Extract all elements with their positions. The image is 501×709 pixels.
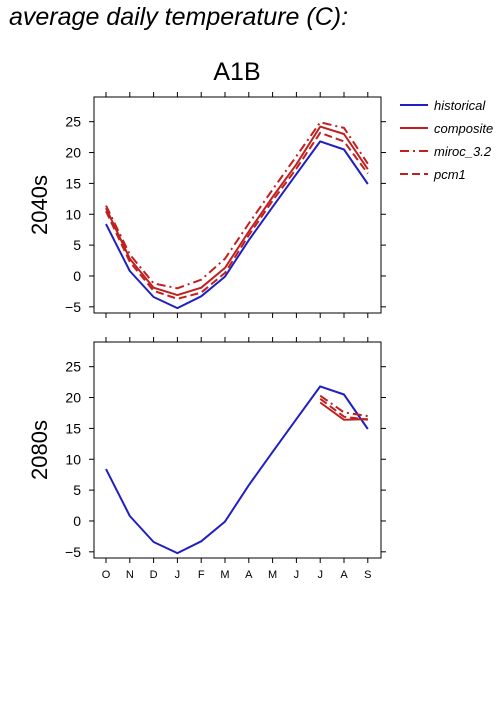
plot-frame [93, 341, 382, 559]
panel-label: 2040s [27, 175, 52, 235]
x-tick-label: S [364, 569, 371, 581]
chart-title: A1B [213, 58, 260, 86]
y-tick-label: 20 [65, 145, 81, 161]
panel-2080s: −5 0 5 10 15 20 25 2080s [27, 337, 386, 563]
x-tick-label: N [126, 569, 134, 581]
x-tick-label: A [245, 569, 253, 581]
x-tick-label: O [102, 569, 111, 581]
series-line-composite [319, 401, 368, 421]
y-tick-label: −5 [65, 544, 81, 560]
x-tick-label: M [268, 569, 277, 581]
x-tick-label: F [198, 569, 205, 581]
y-tick-label: 10 [65, 206, 81, 222]
series-line-historical [105, 385, 369, 555]
y-tick-label: −5 [65, 299, 81, 315]
x-tick-label: A [340, 569, 348, 581]
x-tick-label: J [175, 569, 181, 581]
series-line-pcm1 [319, 398, 368, 421]
y-tick-label: 5 [73, 482, 81, 498]
panels-layer: −5 0 5 10 15 20 25 2040s −5 0 5 10 15 20 25 2080s O N D J F M… [27, 92, 386, 581]
y-tick-label: 15 [65, 175, 81, 191]
page-title: average daily temperature (C): [9, 3, 349, 31]
series-line-historical [105, 140, 369, 310]
y-tick-label: 0 [73, 268, 81, 284]
series-line-miroc-3-2 [319, 394, 368, 418]
x-tick-label: D [150, 569, 158, 581]
series-line-miroc-3-2 [105, 121, 369, 290]
y-tick-label: 10 [65, 451, 81, 467]
legend: historical composite miroc_3.2 pcm1 [400, 98, 493, 182]
plot-frame [93, 96, 382, 314]
legend-label: miroc_3.2 [434, 144, 492, 159]
y-tick-label: 25 [65, 359, 81, 375]
y-tick-label: 15 [65, 420, 81, 436]
panel-label: 2080s [27, 420, 52, 480]
series-line-composite [105, 125, 369, 297]
y-tick-label: 20 [65, 390, 81, 406]
y-tick-label: 5 [73, 237, 81, 253]
y-tick-label: 0 [73, 513, 81, 529]
y-tick-label: 25 [65, 114, 81, 130]
panel-2040s: −5 0 5 10 15 20 25 2040s [27, 92, 386, 318]
legend-label: composite [434, 121, 493, 136]
x-tick-label: J [294, 569, 300, 581]
x-tick-label: J [317, 569, 323, 581]
x-tick-label: M [220, 569, 229, 581]
legend-label: historical [434, 98, 486, 113]
legend-label: pcm1 [433, 167, 466, 182]
series-line-pcm1 [105, 131, 369, 300]
